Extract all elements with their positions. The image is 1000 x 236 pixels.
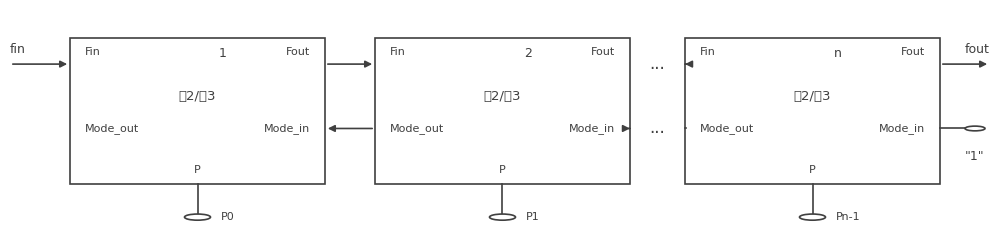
Text: Fout: Fout <box>591 47 615 57</box>
Text: fin: fin <box>10 43 26 56</box>
Circle shape <box>489 214 516 220</box>
Text: 除2/除3: 除2/除3 <box>484 90 521 103</box>
Bar <box>375 38 630 184</box>
Text: Mode_in: Mode_in <box>569 123 615 134</box>
Text: Mode_out: Mode_out <box>390 123 444 134</box>
Text: P1: P1 <box>526 212 539 222</box>
Text: "1": "1" <box>965 150 985 163</box>
Text: P: P <box>809 165 816 175</box>
Text: 1: 1 <box>219 47 227 60</box>
Bar <box>70 38 325 184</box>
Text: 除2/除3: 除2/除3 <box>794 90 831 103</box>
Text: Fout: Fout <box>286 47 310 57</box>
Text: fout: fout <box>965 43 990 56</box>
Text: ...: ... <box>650 119 665 138</box>
Bar <box>685 38 940 184</box>
Text: Fout: Fout <box>901 47 925 57</box>
Text: ...: ... <box>650 55 665 73</box>
Circle shape <box>800 214 826 220</box>
Circle shape <box>965 126 985 131</box>
Text: P: P <box>194 165 201 175</box>
Text: Fin: Fin <box>700 47 716 57</box>
Text: Mode_in: Mode_in <box>879 123 925 134</box>
Circle shape <box>184 214 210 220</box>
Text: 2: 2 <box>524 47 532 60</box>
Text: P: P <box>499 165 506 175</box>
Text: Pn-1: Pn-1 <box>836 212 860 222</box>
Text: Mode_in: Mode_in <box>264 123 310 134</box>
Text: n: n <box>834 47 842 60</box>
Text: 除2/除3: 除2/除3 <box>179 90 216 103</box>
Text: Mode_out: Mode_out <box>85 123 139 134</box>
Text: Mode_out: Mode_out <box>700 123 754 134</box>
Text: Fin: Fin <box>85 47 101 57</box>
Text: Fin: Fin <box>390 47 406 57</box>
Text: P0: P0 <box>221 212 234 222</box>
